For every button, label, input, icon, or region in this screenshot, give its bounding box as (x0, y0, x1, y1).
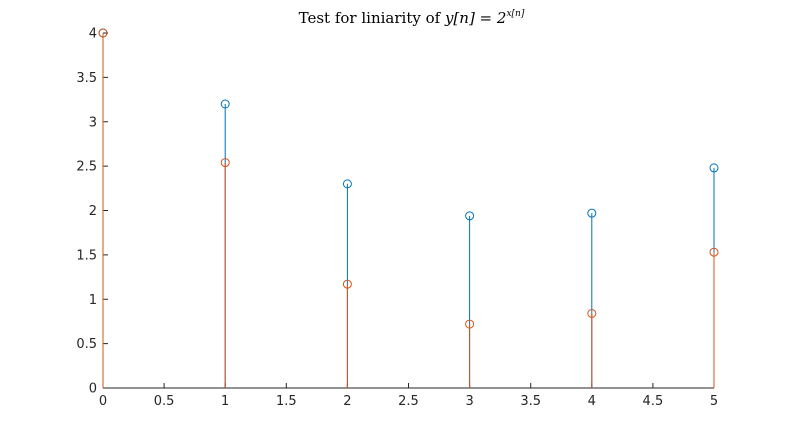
stem-marker-series-1 (220, 99, 230, 109)
stem-marker-series-2 (709, 247, 719, 257)
stem-marker-series-2 (587, 308, 597, 318)
stem-marker-series-1 (587, 208, 597, 218)
y-tick-label: 1.5 (76, 248, 97, 263)
stem-marker-series-1 (709, 163, 719, 173)
y-tick-label: 4 (89, 27, 97, 42)
x-tick-label: 4.5 (643, 394, 664, 409)
stem-marker-series-2 (220, 158, 230, 168)
x-tick-label: 1.5 (276, 394, 297, 409)
y-tick-label: 2 (89, 204, 97, 219)
x-tick-label: 0.5 (154, 394, 175, 409)
stem-marker-series-2 (342, 279, 352, 289)
chart-title-prefix: Test for liniarity of (298, 9, 445, 27)
x-tick-label: 3.5 (520, 394, 541, 409)
y-tick-label: 1 (89, 293, 97, 308)
x-tick-label: 5 (710, 394, 718, 409)
chart-title-math: y[n] = 2 (444, 9, 507, 27)
y-tick-label: 3 (89, 115, 97, 130)
y-tick-label: 2.5 (76, 160, 97, 175)
x-tick-label: 1 (221, 394, 229, 409)
chart-title-exponent: x[n] (506, 9, 525, 19)
x-tick-label: 2 (343, 394, 351, 409)
y-tick-label: 3.5 (76, 71, 97, 86)
stem-marker-series-1 (465, 211, 475, 221)
stem-marker-series-2 (98, 28, 108, 38)
stem-marker-series-1 (342, 179, 352, 189)
y-tick-label: 0 (89, 382, 97, 397)
x-tick-label: 2.5 (398, 394, 419, 409)
y-tick-label: 0.5 (76, 337, 97, 352)
chart-title: Test for liniarity of y[n] = 2x[n] (0, 9, 789, 27)
stem-marker-series-2 (465, 319, 475, 329)
x-tick-label: 0 (99, 394, 107, 409)
x-tick-label: 3 (465, 394, 473, 409)
x-tick-label: 4 (588, 394, 596, 409)
